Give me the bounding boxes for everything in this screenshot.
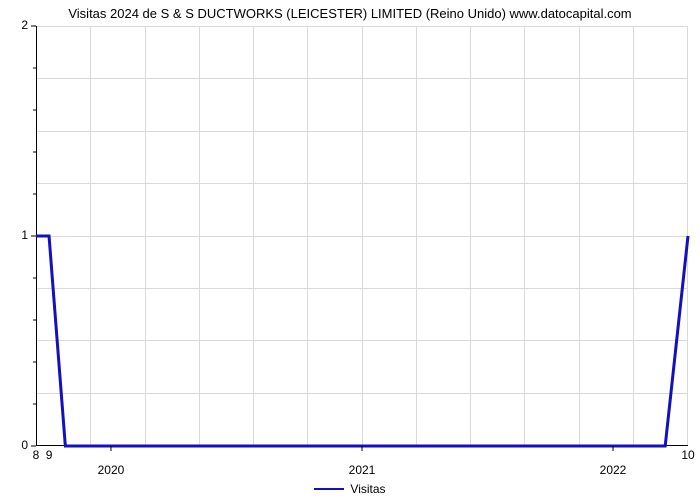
y-tick-label: 2 xyxy=(8,18,28,32)
below-x-label: 8 xyxy=(33,448,40,462)
chart-plot xyxy=(36,26,688,446)
x-tick-label: 2021 xyxy=(349,463,376,477)
chart-container: Visitas 2024 de S & S DUCTWORKS (LEICEST… xyxy=(0,0,700,500)
below-x-label: 9 xyxy=(46,448,53,462)
y-tick-label: 0 xyxy=(8,438,28,452)
legend-label: Visitas xyxy=(350,482,385,496)
below-x-label: 10 xyxy=(681,448,694,462)
chart-title: Visitas 2024 de S & S DUCTWORKS (LEICEST… xyxy=(0,6,700,21)
x-tick-label: 2020 xyxy=(98,463,125,477)
legend: Visitas xyxy=(0,482,700,496)
y-tick-label: 1 xyxy=(8,228,28,242)
x-tick-label: 2022 xyxy=(600,463,627,477)
legend-swatch xyxy=(314,488,344,490)
